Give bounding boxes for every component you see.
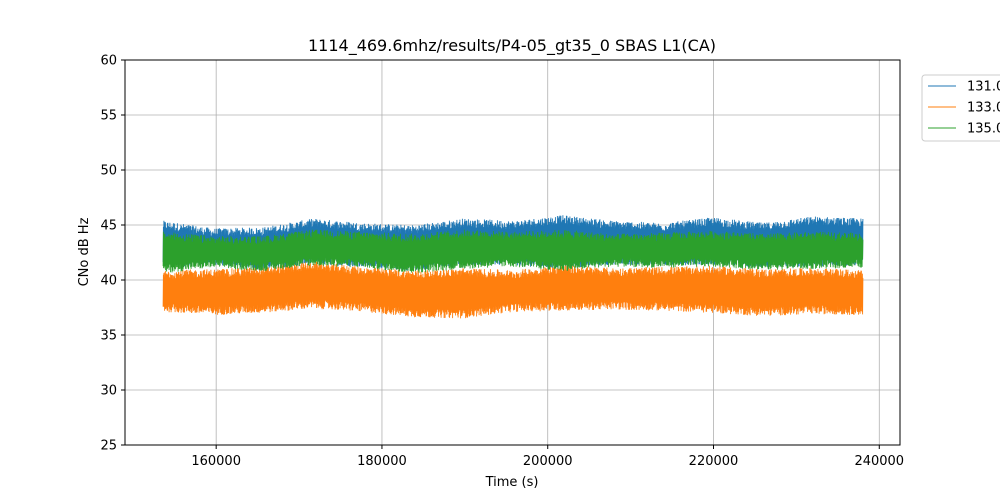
series-line-133.0 — [162, 261, 864, 319]
x-tick-label: 220000 — [689, 454, 739, 469]
y-tick-label: 45 — [100, 219, 117, 234]
y-axis-ticks: 25 30 35 40 45 50 55 60 — [100, 54, 125, 454]
x-tick-label: 200000 — [523, 454, 573, 469]
series-line-135.0 — [162, 229, 864, 273]
x-axis-label: Time (s) — [485, 475, 539, 490]
y-tick-label: 40 — [100, 274, 117, 289]
legend-label: 133.0 — [967, 101, 1000, 116]
y-tick-label: 60 — [100, 54, 117, 69]
y-tick-label: 50 — [100, 164, 117, 179]
series-layer — [162, 215, 864, 319]
legend-label: 131.0 — [967, 80, 1000, 95]
y-tick-label: 25 — [100, 439, 117, 454]
y-tick-label: 55 — [100, 109, 117, 124]
x-axis-ticks: 160000 180000 200000 220000 240000 — [191, 445, 904, 469]
y-tick-label: 30 — [100, 384, 117, 399]
y-axis-label: CNo dB Hz — [77, 217, 92, 286]
legend: 131.0 133.0 135.0 — [921, 74, 1000, 142]
plot-frame — [124, 59, 901, 446]
legend-box — [921, 74, 1000, 142]
x-tick-label: 240000 — [854, 454, 904, 469]
y-tick-label: 35 — [100, 329, 117, 344]
chart-title: 1114_469.6mhz/results/P4-05_gt35_0 SBAS … — [308, 36, 716, 56]
x-tick-label: 160000 — [191, 454, 241, 469]
x-tick-label: 180000 — [357, 454, 407, 469]
legend-label: 135.0 — [967, 122, 1000, 137]
